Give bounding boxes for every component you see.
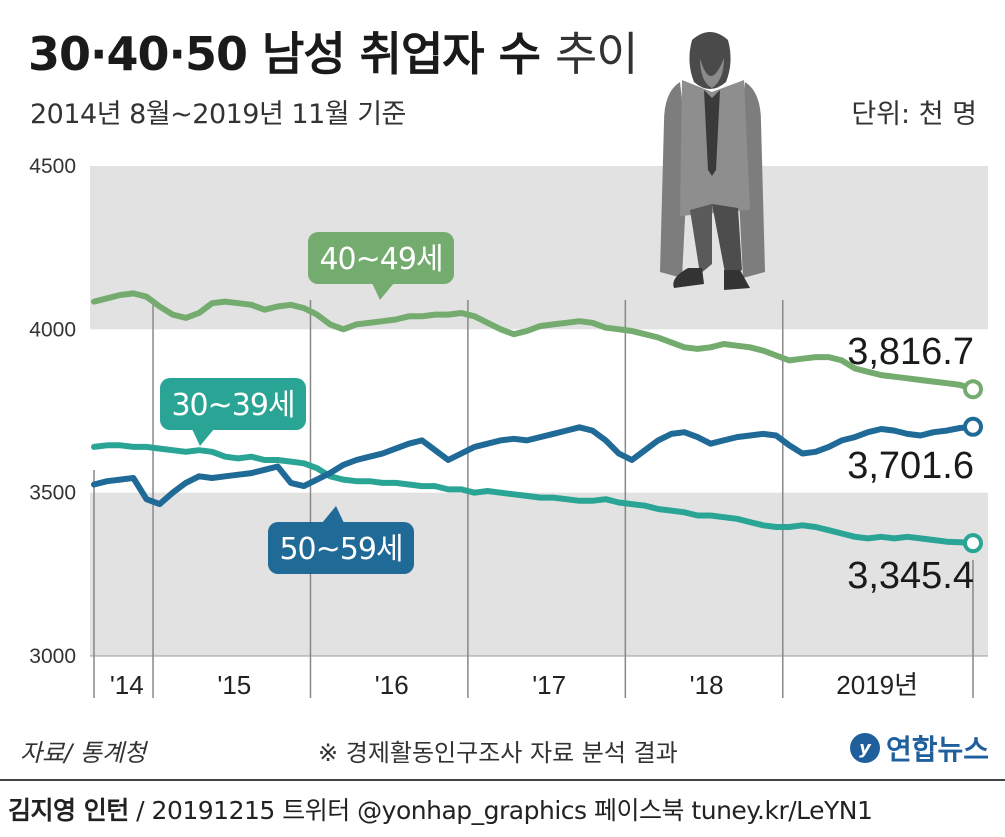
series-callout-box	[268, 522, 414, 574]
end-point-marker	[963, 533, 983, 554]
yonhap-logo: y 연합뉴스	[850, 728, 989, 768]
note-label: ※ 경제활동인구조사 자료 분석 결과	[318, 739, 678, 767]
x-year-label: '17	[532, 670, 566, 700]
end-point-marker	[963, 416, 983, 437]
series-callout-box	[308, 232, 454, 284]
y-tick-label: 3000	[29, 645, 76, 668]
series-line-50~59세	[91, 423, 976, 508]
page-title: 30·40·50 남성 취업자 수 추이	[28, 27, 639, 81]
end-value-label: 3,816.7	[847, 331, 974, 373]
line-chart: 3000 3500 4000 4500 '14 '15 '16 '17 '18 2019년 3,…	[29, 32, 988, 700]
source-label: 자료/ 통계청	[20, 739, 147, 767]
logo-mark-icon: y	[850, 733, 880, 763]
callout-tail	[372, 283, 394, 300]
legend-label: 30~39세	[171, 388, 294, 423]
y-tick-label: 3500	[29, 482, 76, 505]
y-tick-label: 4000	[29, 318, 76, 341]
unit-label: 단위: 천 명	[851, 99, 977, 130]
callout-tail	[192, 429, 214, 446]
legend-label: 40~49세	[319, 242, 442, 277]
legend-label: 50~59세	[279, 532, 402, 567]
end-value-label: 3,701.6	[847, 445, 974, 487]
y-tick-label: 4500	[29, 155, 76, 178]
subtitle: 2014년 8월~2019년 11월 기준	[30, 99, 406, 130]
grid-band	[90, 492, 988, 656]
x-year-label: '18	[690, 670, 724, 700]
footer-bar: 김지영 인턴 / 20191215 트위터 @yonhap_graphics 페…	[0, 779, 1005, 837]
series-callout-box	[160, 378, 306, 430]
callout-tail	[322, 506, 344, 523]
end-value-label: 3,345.4	[847, 555, 974, 597]
x-year-label: '15	[217, 670, 251, 700]
end-point-marker	[963, 379, 983, 400]
credit-line: 김지영 인턴 / 20191215 트위터 @yonhap_graphics 페…	[8, 796, 873, 825]
series-line-30~39세	[91, 442, 976, 547]
series-line-40~49세	[91, 290, 976, 393]
grid-band	[90, 166, 988, 330]
x-year-label: '16	[375, 670, 409, 700]
x-year-label: 2019년	[836, 670, 918, 700]
x-year-label: '14	[110, 670, 144, 700]
man-illustration	[660, 32, 765, 290]
